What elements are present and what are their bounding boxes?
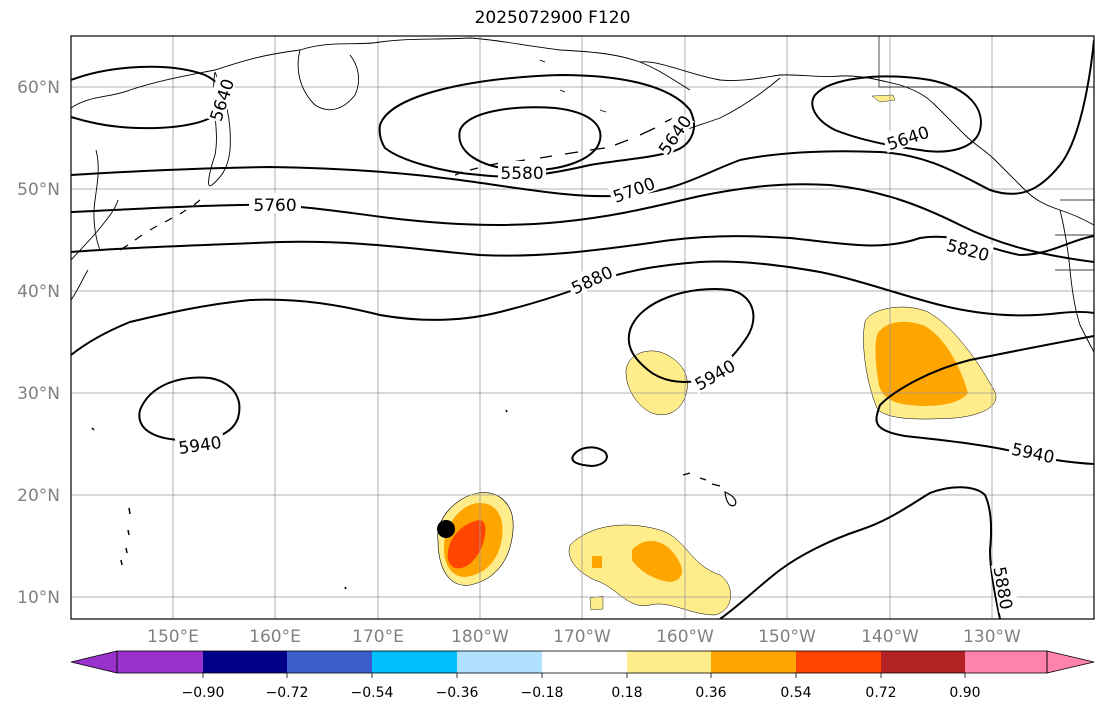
- anomaly-patch-north: [871, 94, 896, 103]
- colorbar-tick-label: 0.54: [780, 685, 811, 701]
- colorbar-tick-label: 0.90: [949, 685, 980, 701]
- colorbar-bin: [287, 651, 372, 673]
- border-us-canada: [878, 36, 1094, 88]
- storm-position-dot: [437, 520, 455, 538]
- lon-label: 170°W: [553, 627, 611, 647]
- colorbar-tick-label: −0.18: [521, 685, 564, 701]
- lon-label: 150°W: [758, 627, 816, 647]
- map-title: 2025072900 F120: [474, 8, 631, 28]
- contour-5700: [71, 39, 1094, 198]
- coastline-alaska: [639, 61, 1094, 226]
- anomaly-region-central: [625, 350, 688, 416]
- contour-5760: [71, 183, 1094, 263]
- coastline-siberia: [71, 37, 691, 109]
- lat-label: 60°N: [17, 78, 60, 98]
- lon-label: 160°E: [249, 627, 301, 647]
- coastline-hawaii: [682, 472, 737, 507]
- anomaly-region-east-core: [875, 321, 968, 406]
- plot-frame: [70, 35, 1095, 620]
- colorbar-tick-label: −0.54: [351, 685, 394, 701]
- colorbar-bin: [881, 651, 965, 673]
- lat-label: 20°N: [17, 486, 60, 506]
- lon-label: 180°W: [451, 627, 509, 647]
- contour-label: 5760: [253, 196, 296, 216]
- coastline-kurils: [119, 199, 201, 251]
- coastline-sakhalin: [93, 149, 101, 251]
- colorbar-bin: [796, 651, 881, 673]
- colorbar-bin: [711, 651, 796, 673]
- contour-small-ring: [571, 446, 608, 468]
- colorbar-frame: [116, 650, 1048, 674]
- coastline-westcoast: [1059, 209, 1094, 353]
- contour-label: 5640: [207, 77, 239, 124]
- lon-label: 150°E: [147, 627, 199, 647]
- colorbar-tick-label: −0.36: [436, 685, 479, 701]
- latitude-labels: 60°N 50°N 40°N 30°N 20°N 10°N: [17, 78, 60, 608]
- colorbar-bin: [627, 651, 711, 673]
- coastlines: [71, 36, 1094, 590]
- contour-5820: [71, 235, 1094, 257]
- lat-label: 50°N: [17, 180, 60, 200]
- colorbar-tick-label: −0.72: [266, 685, 309, 701]
- contour-5940-east-upper: [879, 335, 1094, 406]
- colorbar-tick-label: 0.72: [865, 685, 896, 701]
- contour-5940-west: [138, 376, 241, 442]
- lat-label: 40°N: [17, 282, 60, 302]
- colorbar: −0.90 −0.72 −0.54 −0.36 −0.18 0.18 0.36 …: [70, 650, 1095, 701]
- colorbar-bin: [457, 651, 542, 673]
- contour-5880-south: [719, 486, 1001, 619]
- contour-label: 5580: [500, 164, 543, 184]
- lon-label: 170°E: [352, 627, 404, 647]
- contour-5940-east: [875, 404, 1094, 465]
- colorbar-tick-label: 0.18: [611, 685, 642, 701]
- anomaly-patch-islet: [589, 595, 604, 611]
- gridlines: [71, 36, 1094, 619]
- colorbar-extend-right: [1046, 650, 1095, 674]
- lat-label: 30°N: [17, 384, 60, 404]
- coastline-marianas: [120, 507, 131, 566]
- colorbar-extend-left: [70, 650, 118, 674]
- coastline-small-islands: [91, 409, 508, 590]
- longitude-labels: 150°E 160°E 170°E 180°W 170°W 160°W 150°…: [147, 627, 1021, 647]
- colorbar-tick-label: −0.90: [182, 685, 225, 701]
- colorbar-bin: [203, 651, 287, 673]
- lat-label: 10°N: [17, 588, 60, 608]
- lon-label: 160°W: [656, 627, 714, 647]
- contour-label: 5940: [1010, 440, 1056, 469]
- colorbar-tick-label: 0.36: [695, 685, 726, 701]
- coastline-bering-islands: [539, 59, 607, 113]
- lon-label: 130°W: [963, 627, 1021, 647]
- lon-label: 140°W: [861, 627, 919, 647]
- coastline-kamchatka: [208, 71, 231, 187]
- contour-5580-inner: [458, 106, 602, 172]
- anomaly-region-south-core: [632, 540, 682, 582]
- colorbar-ticks: [202, 673, 966, 678]
- contour-5640-center: [378, 73, 695, 178]
- border-us-mx: [1055, 234, 1094, 271]
- coastline-chukotka: [297, 49, 360, 111]
- contour-5640-west: [71, 65, 225, 130]
- colorbar-bin: [542, 651, 627, 673]
- colorbar-bin: [117, 651, 203, 673]
- colorbar-bin: [965, 651, 1047, 673]
- anomaly-patch-small: [592, 556, 602, 568]
- contour-5940-central: [627, 288, 755, 383]
- contour-label: 5820: [944, 236, 991, 267]
- coastline-alaska-peninsula: [679, 77, 781, 133]
- anomaly-region-west-core: [447, 520, 486, 569]
- contour-5640-east: [811, 75, 982, 153]
- colorbar-bin: [372, 651, 457, 673]
